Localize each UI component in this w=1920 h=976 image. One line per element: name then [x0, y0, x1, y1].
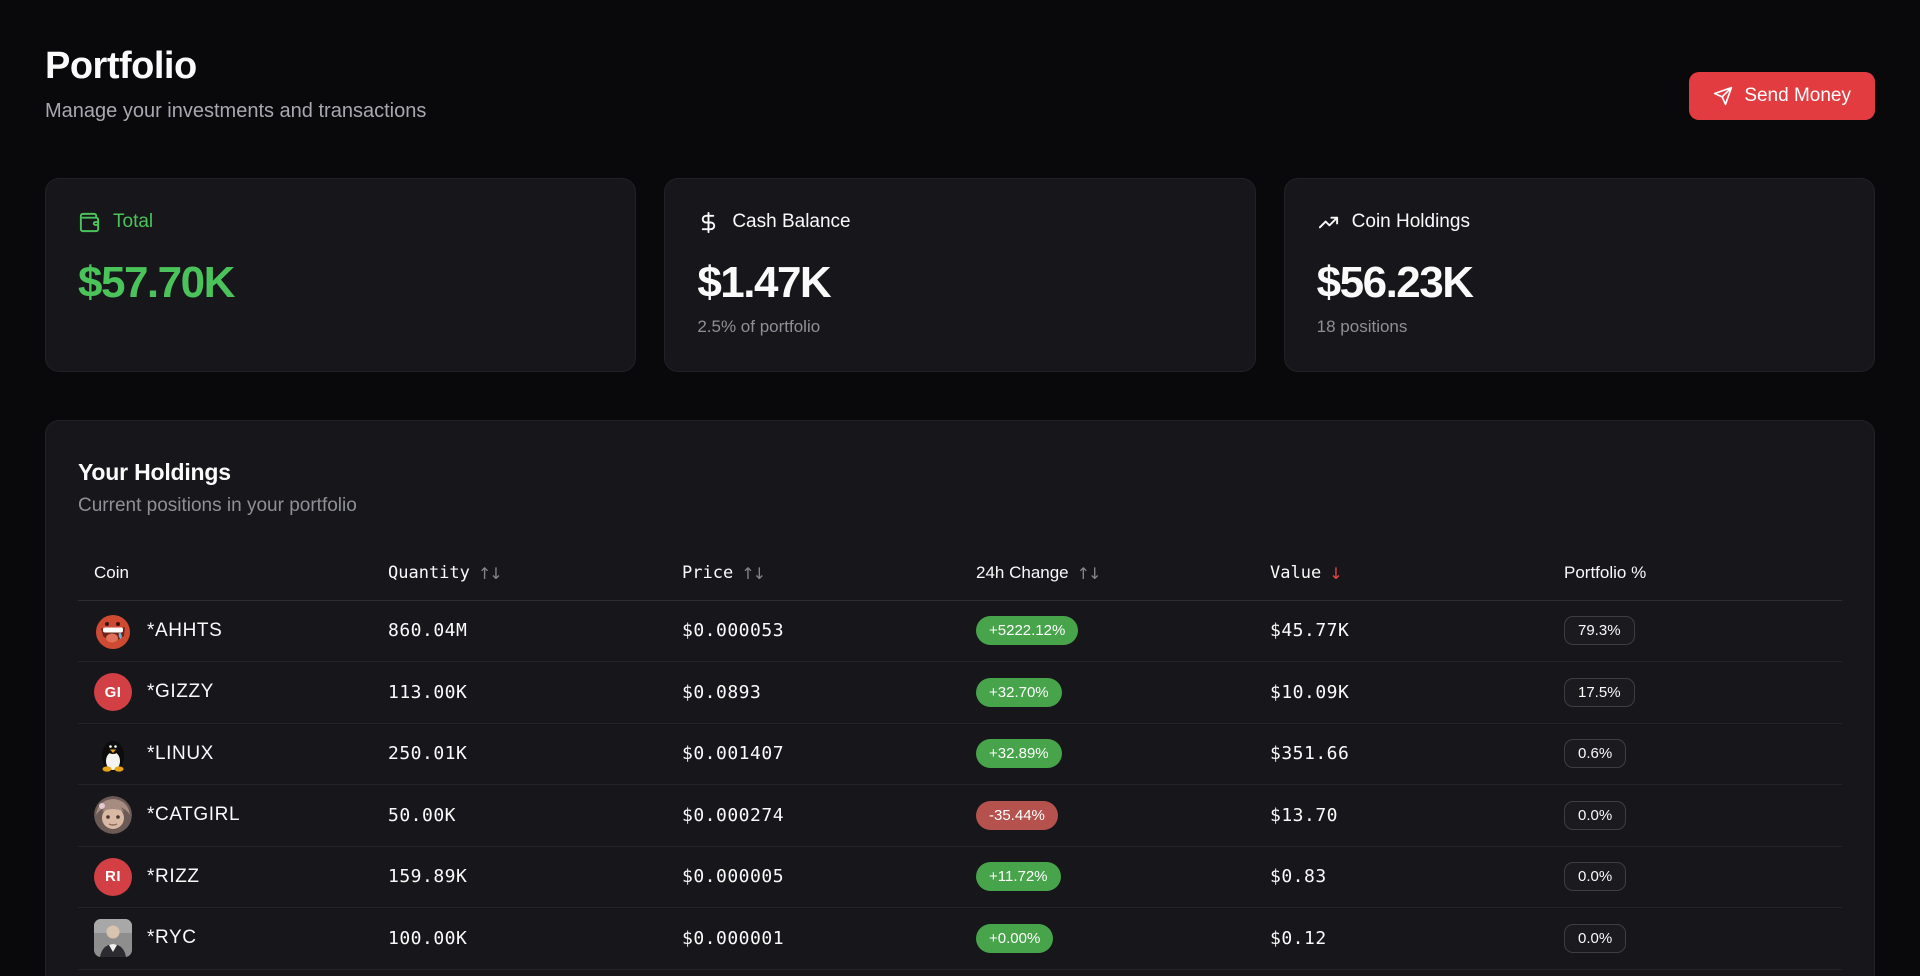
- quantity-cell: 159.89K: [388, 866, 468, 888]
- change-badge: +5222.12%: [976, 616, 1079, 646]
- coin-avatar-linux-penguin: [94, 735, 132, 773]
- table-row-ryc[interactable]: *RYC 100.00K $0.000001 +0.00% $0.12 0.0%: [78, 908, 1842, 970]
- stat-card-coin-holdings: Coin Holdings $56.23K 18 positions: [1283, 177, 1875, 372]
- coin-avatar-catgirl: [94, 796, 132, 835]
- column-header-portfolio-pct: Portfolio %: [1564, 563, 1647, 583]
- value-cell: $10.09K: [1270, 681, 1350, 703]
- quantity-cell: 113.00K: [388, 681, 468, 703]
- holdings-card: Your Holdings Current positions in your …: [45, 419, 1875, 976]
- trending-up-icon: [1317, 211, 1340, 234]
- stat-subtext: 2.5% of portfolio: [697, 316, 821, 336]
- holdings-subtitle: Current positions in your portfolio: [78, 494, 357, 516]
- dollar-icon: [697, 211, 720, 234]
- table-row-ahhts[interactable]: *AHHTS 860.04M $0.000053 +5222.12% $45.7…: [78, 601, 1842, 663]
- price-cell: $0.0893: [682, 681, 762, 703]
- portfolio-pct-badge: 0.0%: [1564, 800, 1627, 830]
- portfolio-pct-badge: 0.6%: [1564, 739, 1627, 769]
- portfolio-pct-badge: 17.5%: [1564, 677, 1635, 707]
- coin-name: *RIZZ: [147, 865, 200, 887]
- stat-card-cash-balance: Cash Balance $1.47K 2.5% of portfolio: [664, 177, 1256, 372]
- value-cell: $45.77K: [1270, 620, 1350, 642]
- holdings-title: Your Holdings: [78, 458, 231, 485]
- coin-name: *GIZZY: [147, 681, 214, 703]
- portfolio-pct-badge: 79.3%: [1564, 616, 1635, 646]
- sort-icon: ↑↓: [1076, 563, 1102, 583]
- price-cell: $0.000005: [682, 866, 785, 888]
- stat-label: Cash Balance: [732, 211, 851, 233]
- page-subtitle: Manage your investments and transactions: [45, 99, 427, 122]
- price-cell: $0.000053: [682, 620, 785, 642]
- sort-icon: ↑↓: [741, 563, 766, 583]
- stat-label: Total: [113, 211, 154, 233]
- coin-avatar-rizz: RI: [94, 857, 132, 896]
- coin-name: *RYC: [147, 927, 197, 949]
- change-badge: +32.70%: [976, 677, 1062, 707]
- page-title: Portfolio: [45, 45, 197, 87]
- table-row-rizz[interactable]: RI *RIZZ 159.89K $0.000005 +11.72% $0.83…: [78, 847, 1842, 909]
- quantity-cell: 50.00K: [388, 804, 457, 826]
- column-header-24h-change[interactable]: 24h Change ↑↓: [976, 563, 1102, 583]
- sort-icon: ↑↓: [477, 563, 503, 583]
- table-row-linux[interactable]: *LINUX 250.01K $0.001407 +32.89% $351.66…: [78, 724, 1842, 786]
- table-header-row: Coin Quantity ↑↓ Price ↑↓ 24h Change ↑↓ …: [78, 547, 1842, 601]
- table-row-catgirl[interactable]: *CATGIRL 50.00K $0.000274 -35.44% $13.70…: [78, 785, 1842, 847]
- column-header-price[interactable]: Price ↑↓: [682, 563, 766, 584]
- stat-label: Coin Holdings: [1351, 211, 1470, 233]
- stat-cards: Total $57.70K Cash Balance $1.47K 2.5% o…: [45, 177, 1875, 372]
- send-icon: [1713, 86, 1733, 106]
- quantity-cell: 860.04M: [388, 620, 468, 642]
- title-block: Portfolio Manage your investments and tr…: [45, 44, 426, 124]
- coin-avatar-gizzy: GI: [94, 673, 132, 712]
- change-badge: +0.00%: [976, 923, 1054, 953]
- price-cell: $0.000001: [682, 927, 785, 949]
- change-badge: +32.89%: [976, 739, 1062, 769]
- column-header-quantity[interactable]: Quantity ↑↓: [388, 563, 503, 584]
- coin-name: *CATGIRL: [147, 804, 241, 826]
- send-money-button[interactable]: Send Money: [1689, 72, 1875, 120]
- coin-name: *AHHTS: [147, 619, 223, 641]
- table-row-gizzy[interactable]: GI *GIZZY 113.00K $0.0893 +32.70% $10.09…: [78, 662, 1842, 724]
- quantity-cell: 250.01K: [388, 743, 468, 765]
- portfolio-pct-badge: 0.0%: [1564, 862, 1627, 892]
- stat-value: $56.23K: [1316, 257, 1474, 307]
- value-cell: $0.12: [1270, 927, 1327, 949]
- price-cell: $0.000274: [682, 804, 785, 826]
- column-header-coin: Coin: [94, 563, 129, 583]
- column-header-value[interactable]: Value ↓: [1270, 563, 1343, 584]
- change-badge: +11.72%: [976, 862, 1061, 892]
- quantity-cell: 100.00K: [388, 927, 468, 949]
- price-cell: $0.001407: [682, 743, 785, 765]
- value-cell: $13.70: [1270, 804, 1339, 826]
- sort-desc-icon: ↓: [1329, 563, 1343, 583]
- stat-value: $57.70K: [78, 257, 235, 307]
- page-header: Portfolio Manage your investments and tr…: [45, 44, 1875, 124]
- change-badge: -35.44%: [976, 800, 1058, 830]
- value-cell: $351.66: [1270, 743, 1350, 765]
- coin-name: *LINUX: [147, 742, 214, 764]
- coin-avatar-ryc: [94, 919, 132, 958]
- coin-avatar-ahhts: [94, 612, 132, 650]
- stat-card-total: Total $57.70K: [45, 177, 637, 372]
- send-money-label: Send Money: [1744, 85, 1851, 106]
- portfolio-pct-badge: 0.0%: [1564, 923, 1627, 953]
- wallet-icon: [78, 211, 101, 234]
- stat-subtext: 18 positions: [1316, 316, 1408, 336]
- value-cell: $0.83: [1270, 866, 1327, 888]
- stat-value: $1.47K: [697, 257, 831, 307]
